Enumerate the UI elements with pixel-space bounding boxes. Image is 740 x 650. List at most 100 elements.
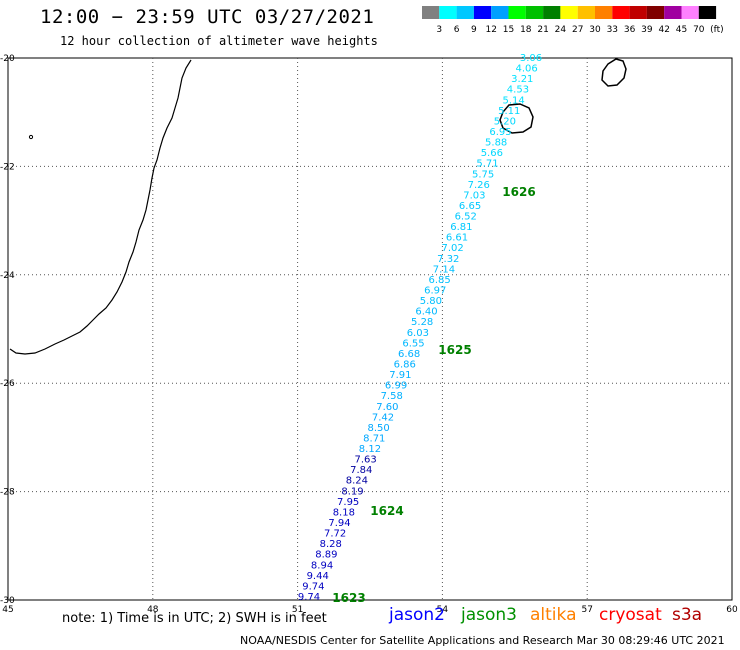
small-island bbox=[28, 134, 34, 140]
swh-reading: 5.14 bbox=[502, 95, 524, 106]
swh-reading: 8.12 bbox=[359, 444, 381, 455]
legend-swatch bbox=[439, 6, 457, 19]
lat-tick-label: -26 bbox=[0, 379, 15, 389]
swh-reading: 9.74 bbox=[302, 581, 324, 592]
legend-swatch bbox=[491, 6, 509, 19]
legend-swatch bbox=[543, 6, 561, 19]
legend-swatch bbox=[664, 6, 682, 19]
legend-unit: (ft) bbox=[710, 25, 724, 35]
madagascar-coastline bbox=[9, 59, 192, 355]
satellite-jason2: jason2 bbox=[389, 605, 445, 625]
legend-label: 45 bbox=[676, 25, 687, 35]
legend-label: 21 bbox=[537, 25, 548, 35]
swh-reading: 7.14 bbox=[433, 264, 455, 275]
map-subtitle: 12 hour collection of altimeter wave hei… bbox=[60, 34, 378, 48]
lon-tick-label: 54 bbox=[437, 605, 449, 615]
swh-reading: 7.94 bbox=[328, 518, 350, 529]
swh-reading: 7.26 bbox=[468, 180, 490, 191]
swh-reading: 7.58 bbox=[381, 391, 403, 402]
swh-reading: 8.28 bbox=[320, 539, 342, 550]
swh-reading: 4.53 bbox=[507, 85, 529, 96]
swh-reading: 7.42 bbox=[372, 412, 394, 423]
swh-reading: 6.03 bbox=[407, 328, 429, 339]
swh-reading: 6.97 bbox=[424, 286, 446, 297]
swh-reading: 6.99 bbox=[385, 381, 407, 392]
swh-reading: 6.68 bbox=[398, 349, 420, 360]
axis-labels: 45 48 51 54 57 60 -20 -22 -24 -26 -28 -30 bbox=[0, 54, 738, 615]
swh-reading: 7.32 bbox=[437, 254, 459, 265]
legend-label: 42 bbox=[658, 25, 669, 35]
swh-reading: 8.19 bbox=[341, 486, 363, 497]
lon-tick-label: 60 bbox=[726, 605, 738, 615]
swh-track: 3.064.063.214.535.145.115.206.955.885.66… bbox=[298, 53, 542, 603]
lat-tick-label: -28 bbox=[0, 488, 15, 498]
color-legend: 3 6 9 12 15 18 21 24 27 30 33 36 39 42 45 70 (ft) bbox=[422, 6, 724, 35]
swh-reading: 6.61 bbox=[446, 233, 468, 244]
swh-reading: 6.55 bbox=[402, 338, 424, 349]
map-title: 12:00 − 23:59 UTC 03/27/2021 bbox=[40, 6, 375, 28]
swh-reading: 6.52 bbox=[455, 212, 477, 223]
swh-reading: 7.72 bbox=[324, 529, 346, 540]
swh-reading: 7.02 bbox=[442, 243, 464, 254]
swh-reading: 8.89 bbox=[315, 550, 337, 561]
swh-reading: 5.71 bbox=[476, 159, 498, 170]
swh-reading: 6.86 bbox=[394, 359, 416, 370]
lon-tick-label: 51 bbox=[292, 605, 303, 615]
lat-tick-label: -30 bbox=[0, 596, 15, 606]
reunion-island bbox=[499, 103, 534, 134]
footer-note: note: 1) Time is in UTC; 2) SWH is in fe… bbox=[62, 611, 327, 626]
legend-swatch bbox=[612, 6, 630, 19]
legend-label: 24 bbox=[555, 25, 567, 35]
lat-tick-label: -24 bbox=[0, 271, 15, 281]
swh-reading: 7.84 bbox=[350, 465, 372, 476]
swh-reading: 5.80 bbox=[420, 296, 442, 307]
swh-reading: 8.18 bbox=[333, 507, 355, 518]
legend-label: 6 bbox=[454, 25, 460, 35]
swh-reading: 5.75 bbox=[472, 169, 494, 180]
swh-reading: 6.40 bbox=[415, 307, 437, 318]
pass-number-label: 1624 bbox=[370, 504, 403, 518]
swh-reading: 5.11 bbox=[498, 106, 520, 117]
legend-swatch bbox=[681, 6, 699, 19]
legend-label: 30 bbox=[589, 25, 601, 35]
swh-reading: 8.24 bbox=[346, 476, 368, 487]
swh-reading: 8.94 bbox=[311, 560, 333, 571]
swh-reading: 7.91 bbox=[389, 370, 411, 381]
lat-tick-label: -20 bbox=[0, 54, 15, 64]
pass-number-label: 1623 bbox=[332, 591, 365, 605]
legend-label: 15 bbox=[503, 25, 514, 35]
satellite-altika: altika bbox=[530, 605, 577, 625]
legend-label: 3 bbox=[436, 25, 442, 35]
legend-label: 12 bbox=[485, 25, 496, 35]
swh-reading: 9.44 bbox=[307, 571, 329, 582]
swh-reading: 6.65 bbox=[459, 201, 481, 212]
legend-label: 27 bbox=[572, 25, 583, 35]
swh-reading: 3.06 bbox=[520, 53, 542, 64]
swh-reading: 6.85 bbox=[428, 275, 450, 286]
legend-label: 36 bbox=[624, 25, 636, 35]
swh-reading: 7.60 bbox=[376, 402, 398, 413]
legend-swatch bbox=[473, 6, 492, 19]
legend-label: 39 bbox=[641, 25, 653, 35]
legend-swatch bbox=[646, 6, 665, 19]
lon-tick-label: 45 bbox=[2, 605, 13, 615]
graticule bbox=[8, 58, 732, 600]
legend-swatch bbox=[456, 6, 474, 19]
satellite-s3a: s3a bbox=[672, 605, 703, 625]
legend-label: 18 bbox=[520, 25, 532, 35]
swh-reading: 3.21 bbox=[511, 74, 533, 85]
satellite-cryosat: cryosat bbox=[599, 605, 662, 625]
pass-number-label: 1625 bbox=[438, 343, 471, 357]
legend-swatch bbox=[629, 6, 647, 19]
swh-reading: 8.50 bbox=[368, 423, 390, 434]
legend-swatch bbox=[595, 6, 613, 19]
legend-label: 9 bbox=[471, 25, 477, 35]
legend-swatch bbox=[422, 6, 440, 19]
pass-labels: 1626 1625 1624 1623 bbox=[332, 185, 535, 605]
coastlines bbox=[9, 58, 627, 355]
swh-reading: 5.20 bbox=[494, 116, 516, 127]
lon-tick-label: 57 bbox=[581, 605, 592, 615]
swh-reading: 5.88 bbox=[485, 138, 507, 149]
swh-reading: 6.95 bbox=[489, 127, 511, 138]
lon-tick-label: 48 bbox=[147, 605, 159, 615]
